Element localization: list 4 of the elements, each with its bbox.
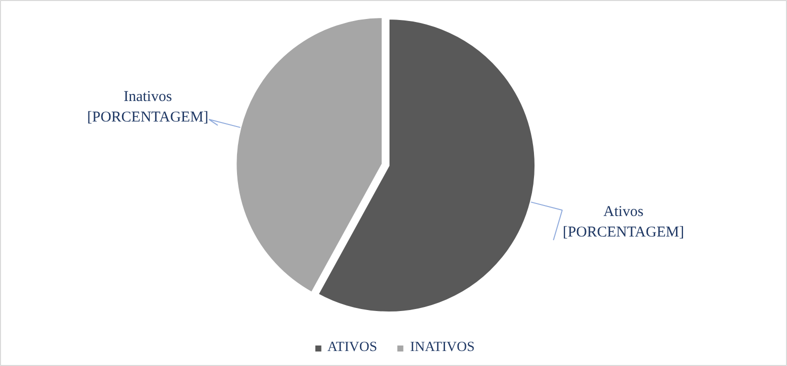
data-label: Ativos [PORCENTAGEM] [562, 204, 684, 241]
legend-label: ATIVOS [327, 340, 378, 356]
data-label: Inativos [PORCENTAGEM] [87, 88, 208, 126]
legend-label: INATIVOS [410, 340, 475, 356]
